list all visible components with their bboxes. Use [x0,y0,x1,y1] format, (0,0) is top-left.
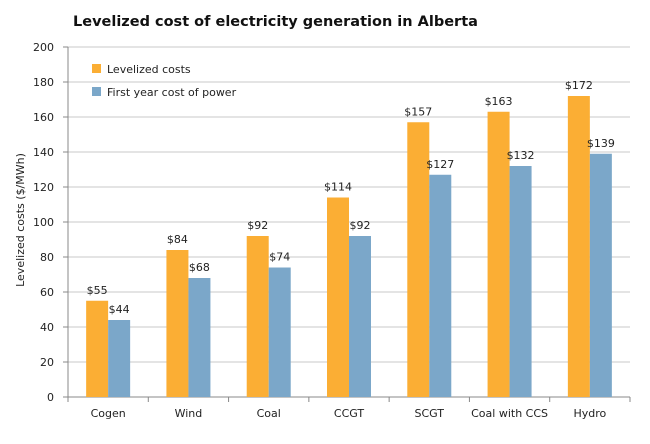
x-tick-label: Coal with CCS [471,407,548,420]
y-tick-label: 100 [33,216,54,229]
legend: Levelized costs First year cost of power [92,63,237,99]
legend-swatch-first-year-cost [92,87,101,96]
y-tick-label: 20 [40,356,54,369]
y-tick-label: 160 [33,111,54,124]
y-tick-label: 80 [40,251,54,264]
bar-levelized-ccgt [327,197,349,397]
y-tick-label: 120 [33,181,54,194]
x-tick-label: Wind [175,407,203,420]
y-tick-label: 140 [33,146,54,159]
x-tick-label: CCGT [334,407,364,420]
data-label: $172 [565,79,593,92]
bar-first-year-coal [268,267,291,397]
bar-first-year-hydro [589,153,612,397]
data-label: $84 [167,233,188,246]
y-tick-label: 0 [47,391,54,404]
bar-levelized-coal [246,236,269,397]
y-tick-labels: 0 20 40 60 80 100 120 140 160 180 200 [33,41,54,404]
bar-first-year-scgt [429,174,452,397]
bar-levelized-coal-with-ccs [487,111,510,397]
data-label: $44 [109,303,130,316]
x-tick-label: Cogen [91,407,126,420]
legend-label-first-year-cost: First year cost of power [107,86,237,99]
x-tick-label: Coal [257,407,281,420]
y-tick-label: 180 [33,76,54,89]
y-tick-label: 40 [40,321,54,334]
x-tick-label: SCGT [415,407,445,420]
bar-first-year-coal-with-ccs [509,166,532,397]
bars [86,96,612,397]
data-label: $157 [404,105,432,118]
y-axis-title: Levelized costs ($/MWh) [14,153,27,287]
bar-levelized-wind [166,250,189,397]
y-tick-label: 60 [40,286,54,299]
bar-levelized-scgt [407,122,430,397]
data-label: $68 [189,261,210,274]
bar-levelized-hydro [567,96,590,397]
value-labels: $55$44 $84 $68 $92 $74 $114 $92 $157 $127 $163 $13… [87,79,615,316]
x-tick-labels: Cogen Wind Coal CCGT SCGT Coal with CCS Hydro [91,407,607,420]
legend-swatch-levelized-costs [92,64,101,73]
bar-levelized-cogen [86,300,109,397]
data-label: $163 [485,95,513,108]
bar-first-year-ccgt [349,236,371,397]
data-label: $55 [87,284,108,297]
x-tick-label: Hydro [573,407,606,420]
data-label: $132 [507,149,535,162]
data-label: $92 [350,219,371,232]
legend-label-levelized-costs: Levelized costs [107,63,191,76]
y-tick-label: 200 [33,41,54,54]
bar-first-year-cogen [108,320,131,397]
bar-first-year-wind [188,278,211,397]
data-label: $74 [269,251,290,264]
data-label: $114 [324,181,352,194]
data-label: $127 [426,158,454,171]
chart-title: Levelized cost of electricity generation… [73,14,478,30]
data-label: $139 [587,137,615,150]
data-label: $92 [247,219,268,232]
